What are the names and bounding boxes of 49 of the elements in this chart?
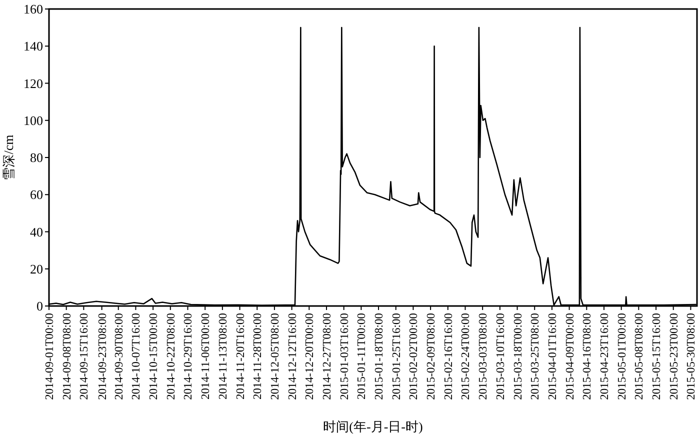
y-tick-label: 60 <box>30 187 43 202</box>
x-tick-label: 2014-10-15T00:00 <box>148 312 160 400</box>
x-tick-label: 2014-12-12T16:00 <box>286 312 299 400</box>
x-tick-label: 2015-05-23T00:00 <box>668 312 680 400</box>
x-tick-label: 2014-09-01T00:00 <box>44 312 56 400</box>
x-tick-label: 2014-10-22T08:00 <box>165 312 178 400</box>
x-tick-label: 2015-01-18T08:00 <box>374 312 386 400</box>
y-axis-title: 雪深/cm <box>1 134 16 180</box>
x-tick-label: 2015-03-25T08:00 <box>530 312 542 400</box>
y-tick-label: 40 <box>30 224 43 240</box>
x-tick-label: 2014-11-28T00:00 <box>252 312 264 400</box>
x-tick-label: 2014-09-08T08:00 <box>61 312 74 400</box>
x-tick-label: 2015-05-30T08:00 <box>686 312 698 400</box>
x-tick-label: 2015-03-18T00:00 <box>512 312 524 400</box>
y-tick-label: 0 <box>36 298 43 314</box>
y-tick-label: 80 <box>30 150 43 165</box>
x-axis-title: 时间(年-月-日-时) <box>323 419 423 434</box>
x-tick-label: 2015-05-01T00:00 <box>616 312 628 400</box>
x-tick-label: 2014-09-23T08:00 <box>96 312 109 400</box>
x-tick-label: 2015-04-09T00:00 <box>564 312 576 400</box>
x-tick-label: 2015-04-16T08:00 <box>582 312 594 400</box>
x-tick-label: 2014-12-27T08:00 <box>321 312 334 400</box>
x-tick-label: 2015-01-03T16:00 <box>338 312 351 400</box>
x-tick-label: 2015-01-11T00:00 <box>356 312 368 400</box>
x-tick-label: 2014-11-20T16:00 <box>234 312 247 400</box>
x-tick-label: 2015-05-15T16:00 <box>651 312 664 400</box>
y-tick-label: 20 <box>30 261 43 276</box>
y-tick-label: 140 <box>24 38 43 54</box>
x-tick-label: 2014-10-29T16:00 <box>182 312 195 400</box>
x-tick-label: 2015-02-02T00:00 <box>408 312 420 400</box>
x-tick-label: 2015-04-23T16:00 <box>598 312 611 400</box>
y-tick-label: 100 <box>24 112 43 128</box>
x-tick-label: 2014-11-13T08:00 <box>217 312 230 400</box>
x-tick-label: 2014-12-20T00:00 <box>304 312 316 400</box>
x-tick-label: 2015-04-01T16:00 <box>546 312 559 400</box>
x-tick-label: 2014-11-06T00:00 <box>200 312 212 400</box>
x-tick-label: 2014-12-05T08:00 <box>269 312 282 400</box>
y-tick-label: 120 <box>24 76 43 91</box>
x-tick-label: 2015-03-10T16:00 <box>494 312 507 400</box>
x-tick-label: 2014-09-30T08:00 <box>113 312 126 400</box>
y-tick-label: 160 <box>24 2 43 16</box>
x-tick-label: 2015-02-09T08:00 <box>426 312 438 400</box>
x-tick-label: 2015-05-08T08:00 <box>634 312 646 400</box>
x-tick-label: 2015-02-24T00:00 <box>460 312 472 400</box>
x-tick-label: 2014-09-15T16:00 <box>78 312 91 400</box>
x-tick-label: 2015-01-25T16:00 <box>390 312 403 400</box>
x-tick-label: 2014-10-07T16:00 <box>130 312 143 400</box>
x-tick-label: 2015-03-03T08:00 <box>478 312 490 400</box>
x-tick-label: 2015-02-16T16:00 <box>442 312 455 400</box>
